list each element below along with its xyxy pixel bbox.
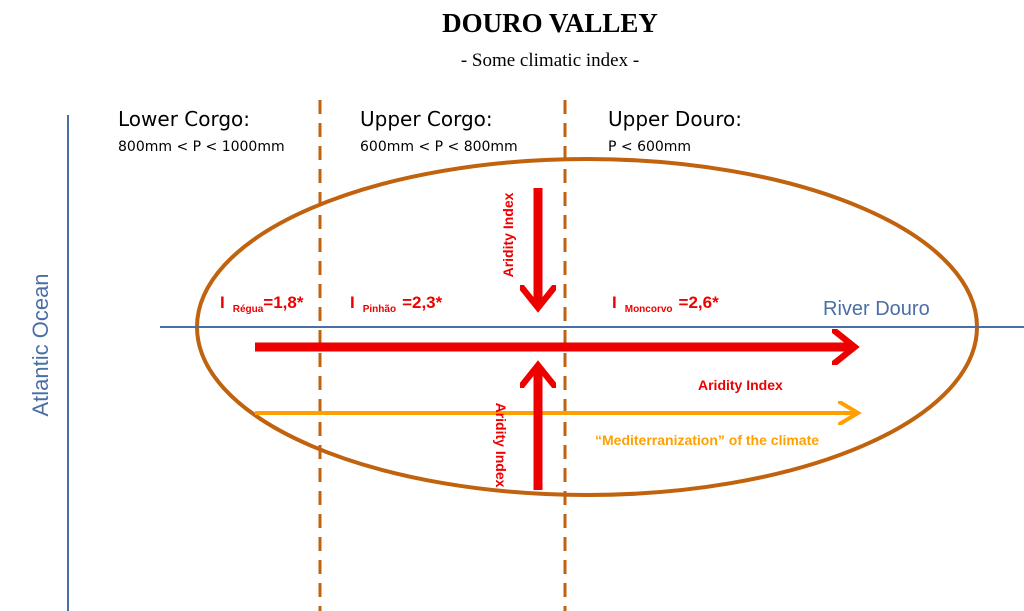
region-precipitation: 600mm < P < 800mm [360, 139, 518, 155]
index-value: =1,8* [263, 293, 304, 312]
aridity-label: Aridity Index [493, 403, 509, 488]
index-station: Régua [233, 304, 264, 315]
region-name: Upper Douro: [608, 107, 742, 131]
index-label: I Régua=1,8* [220, 293, 304, 315]
river-label: River Douro [823, 298, 930, 320]
region-name: Upper Corgo: [360, 107, 493, 131]
title: DOURO VALLEY [442, 8, 658, 38]
index-label: I Pinhão =2,3* [350, 293, 443, 315]
index-value: =2,6* [679, 293, 720, 312]
index-station: Moncorvo [625, 304, 673, 315]
region-precipitation: P < 600mm [608, 139, 691, 155]
index-symbol: I [612, 293, 617, 312]
index-value: =2,3* [402, 293, 443, 312]
aridity-label: Aridity Index [698, 377, 783, 393]
index-symbol: I [220, 293, 225, 312]
index-station: Pinhão [363, 304, 396, 315]
subtitle: - Some climatic index - [461, 50, 639, 71]
ocean-label: Atlantic Ocean [28, 273, 53, 416]
region-precipitation: 800mm < P < 1000mm [118, 139, 285, 155]
index-symbol: I [350, 293, 355, 312]
region-name: Lower Corgo: [118, 107, 250, 131]
aridity-label: Aridity Index [500, 192, 516, 277]
mediterranization-label: “Mediterranization” of the climate [595, 432, 819, 448]
index-label: I Moncorvo =2,6* [612, 293, 719, 315]
